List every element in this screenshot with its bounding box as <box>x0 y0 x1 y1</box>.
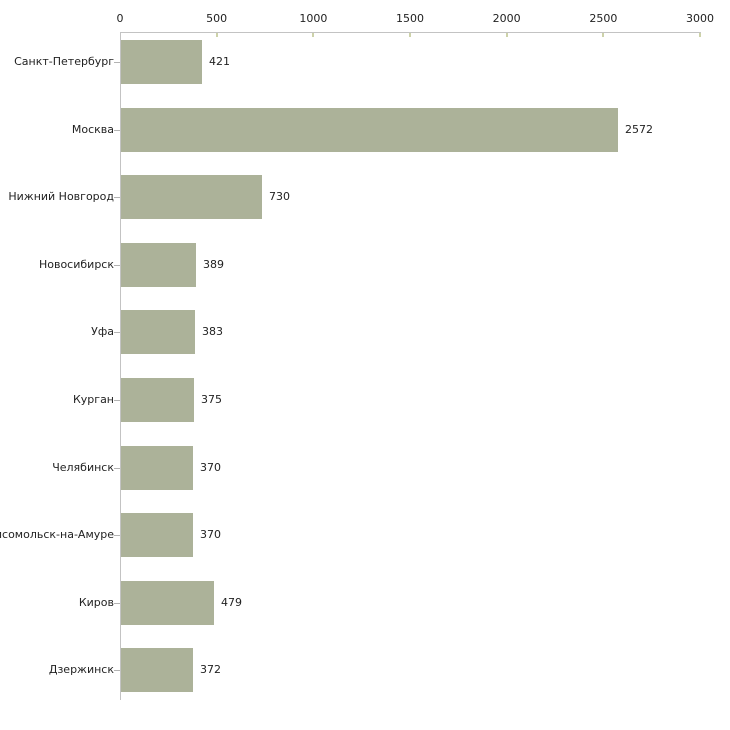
y-axis-line <box>120 32 121 700</box>
category-label: Дзержинск <box>48 663 114 676</box>
bar <box>121 243 196 287</box>
x-axis-tick-mark <box>699 33 701 37</box>
category-tick-dash <box>114 468 120 469</box>
x-axis-tick-label: 2000 <box>492 12 521 25</box>
x-axis-tick-mark <box>602 33 605 37</box>
x-axis-tick-label: 1500 <box>396 12 424 25</box>
category-label: Москва <box>71 123 114 136</box>
category-tick-dash <box>114 62 120 63</box>
bar <box>121 513 193 557</box>
category-tick-dash <box>114 603 120 604</box>
bar <box>121 378 194 422</box>
category-label: Киров <box>78 596 114 609</box>
category-label: Челябинск <box>52 461 114 474</box>
category-tick-dash <box>114 670 120 671</box>
x-axis-tick-mark <box>409 33 411 37</box>
bar <box>121 310 195 354</box>
x-axis-tick-mark <box>215 33 218 37</box>
category-tick-dash <box>114 130 120 131</box>
category-tick-dash <box>114 400 120 401</box>
value-label: 421 <box>209 55 230 68</box>
bar <box>121 40 202 84</box>
bar <box>121 108 618 152</box>
category-tick-dash <box>114 197 120 198</box>
bar <box>121 175 262 219</box>
category-tick-dash <box>114 332 120 333</box>
category-tick-dash <box>114 265 120 266</box>
value-label: 375 <box>201 393 222 406</box>
category-label: Новосибирск <box>38 258 114 271</box>
x-axis-tick-label: 3000 <box>686 12 714 25</box>
category-label: мсомольск-на-Амуре <box>0 528 114 541</box>
category-label: Нижний Новгород <box>8 190 114 203</box>
value-label: 479 <box>221 596 242 609</box>
value-label: 370 <box>200 461 221 474</box>
bar <box>121 446 193 490</box>
value-label: 383 <box>202 325 223 338</box>
x-axis-tick-label: 500 <box>206 12 228 25</box>
value-label: 370 <box>200 528 221 541</box>
x-axis-tick-mark <box>312 33 315 37</box>
x-axis-tick-label: 2500 <box>589 12 618 25</box>
x-axis-tick-mark <box>505 33 508 37</box>
x-axis-line <box>120 32 701 33</box>
x-axis-tick-label: 1000 <box>299 12 328 25</box>
category-label: Санкт-Петербург <box>14 55 114 68</box>
bar <box>121 648 193 692</box>
category-label: Курган <box>72 393 114 406</box>
value-label: 730 <box>269 190 290 203</box>
value-label: 389 <box>203 258 224 271</box>
value-label: 372 <box>200 663 221 676</box>
value-label: 2572 <box>625 123 653 136</box>
category-label: Уфа <box>91 325 114 338</box>
x-axis-tick-label: 0 <box>116 12 124 25</box>
bar <box>121 581 214 625</box>
category-tick-dash <box>114 535 120 536</box>
